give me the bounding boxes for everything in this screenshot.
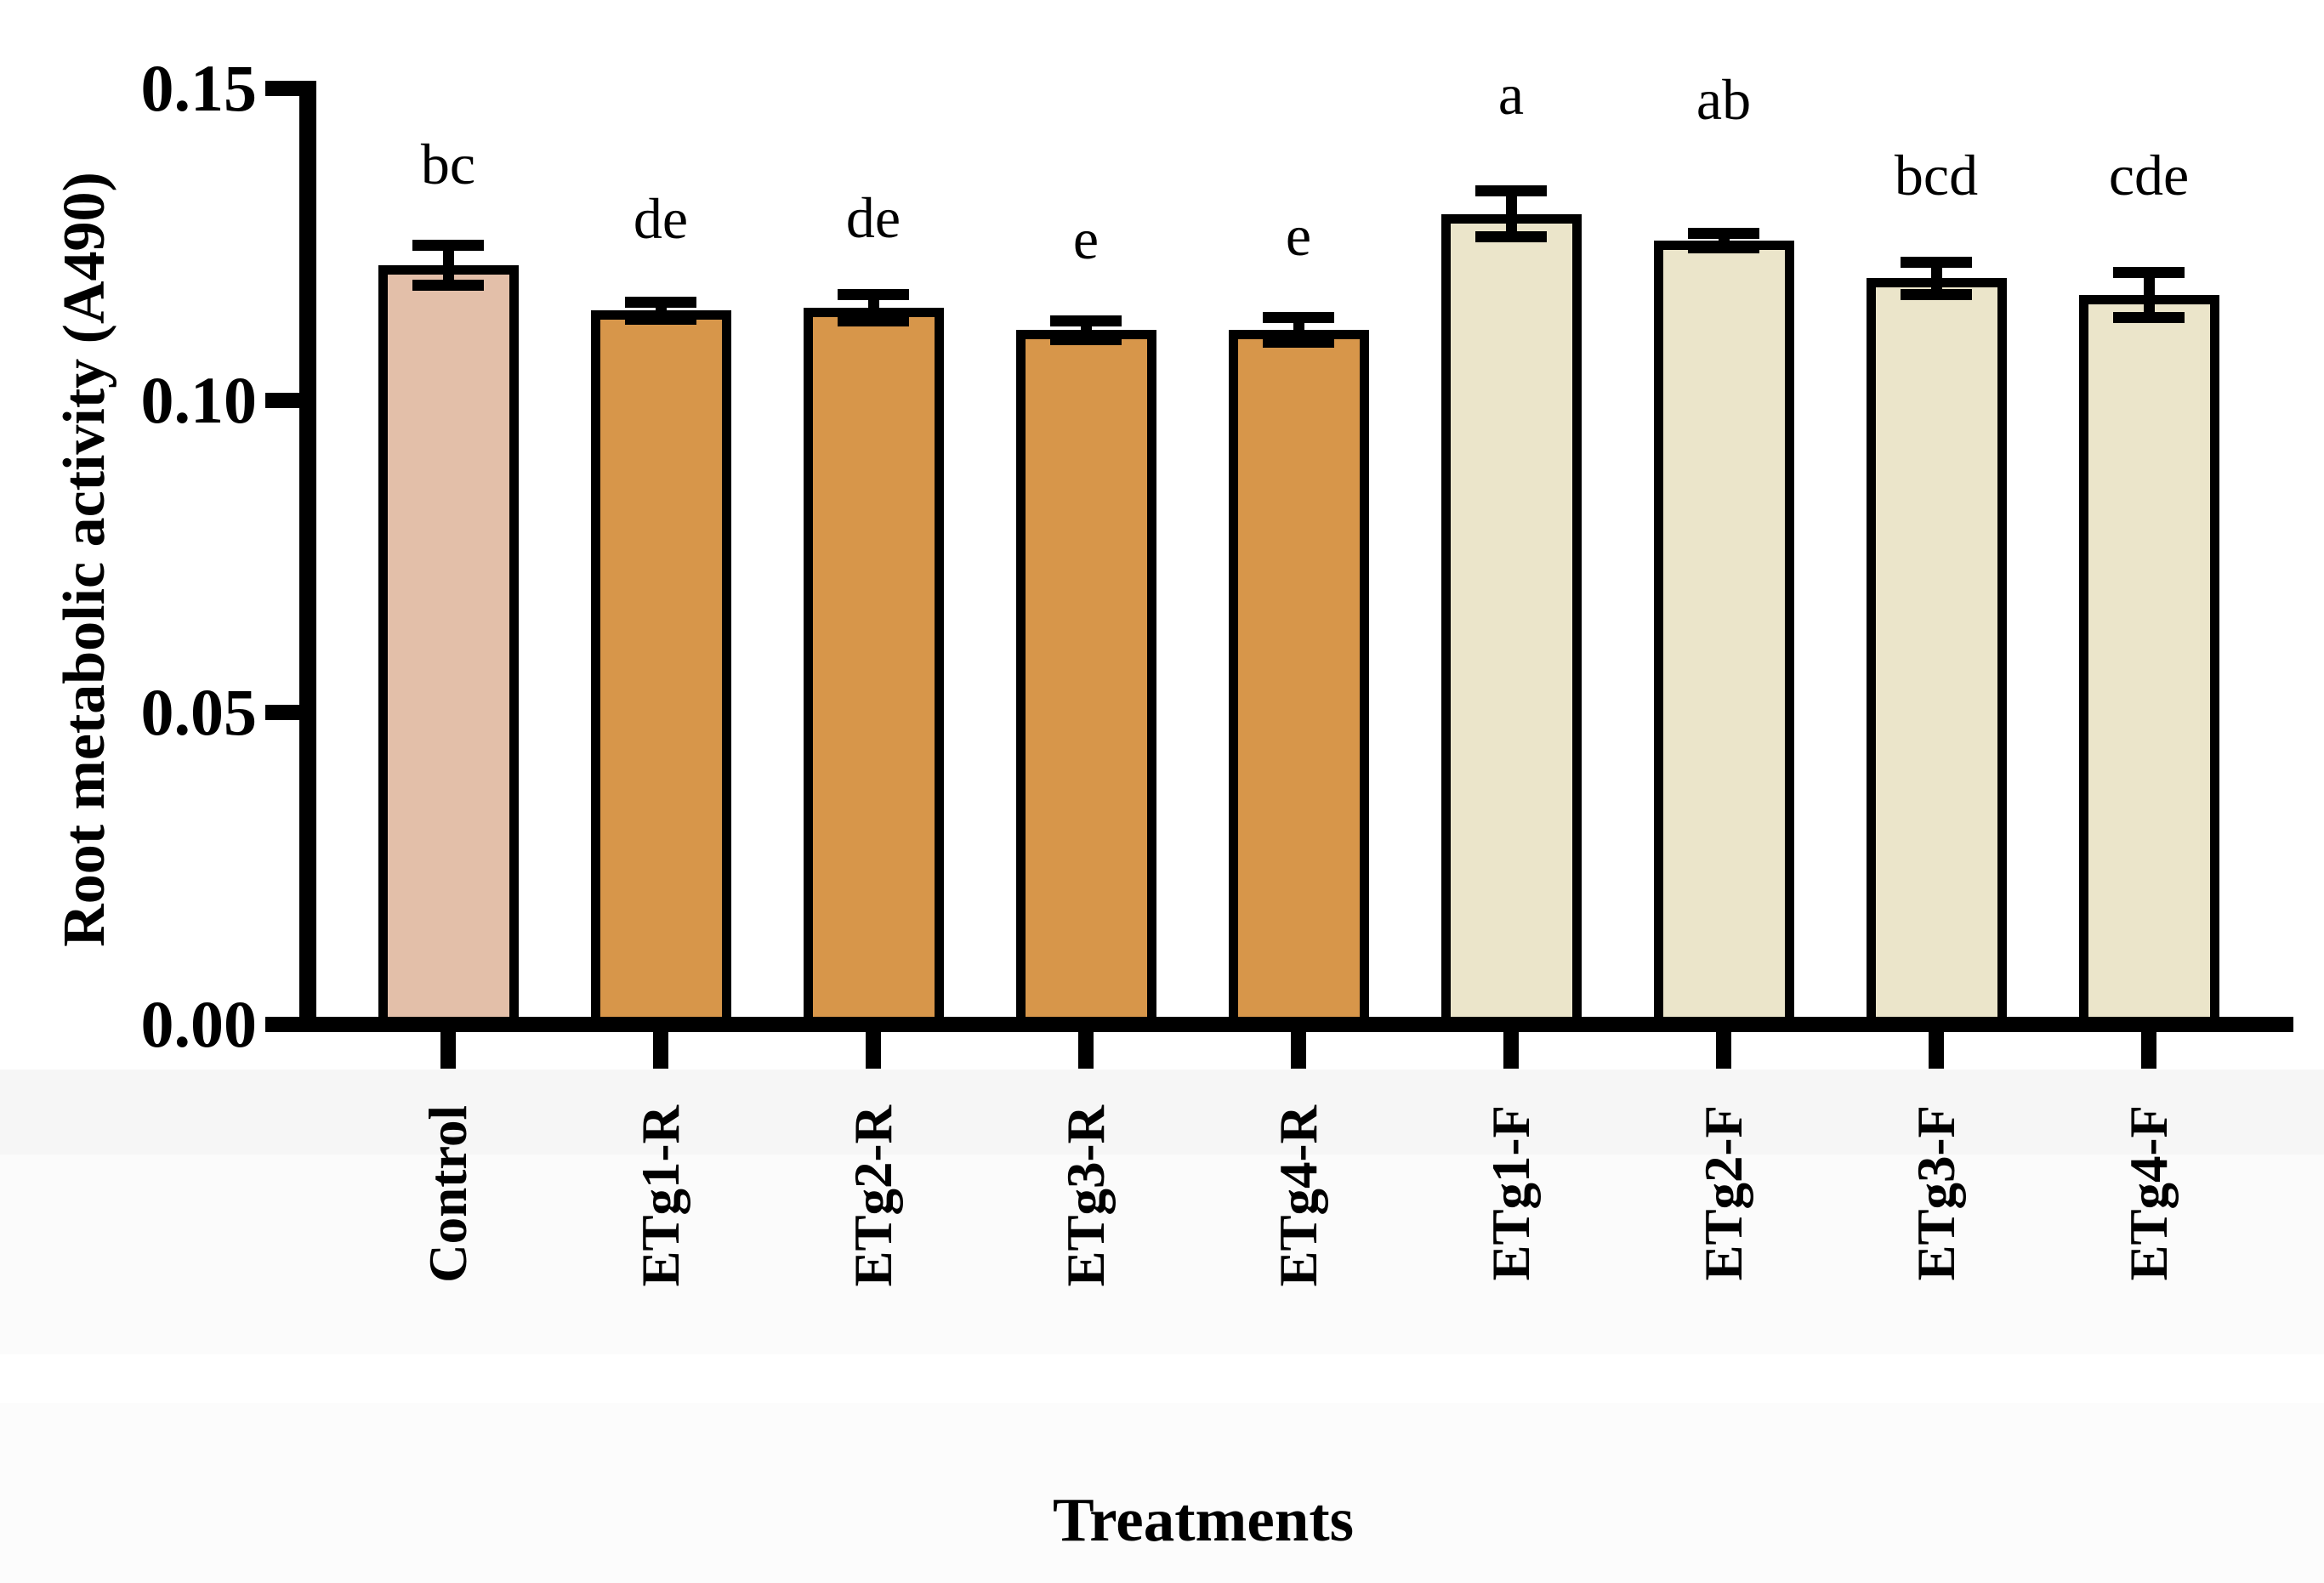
- significance-letter: de: [845, 185, 901, 250]
- error-bar-cap-bottom: [1050, 333, 1122, 345]
- significance-letter: ab: [1696, 67, 1752, 132]
- x-category-label-ETg3-R: ETg3-R: [1056, 1105, 1116, 1287]
- error-bar-cap-top: [1475, 184, 1547, 196]
- significance-letter: bc: [420, 132, 476, 196]
- bar-ETg3-F: [1866, 278, 2007, 1032]
- significance-letter: bcd: [1894, 143, 1979, 207]
- y-axis-tick: [265, 705, 299, 720]
- bar-ETg4-F: [2078, 294, 2219, 1032]
- bar-ETg2-F: [1653, 241, 1794, 1032]
- background-band: [0, 1070, 2324, 1155]
- error-bar-cap-top: [412, 239, 484, 251]
- x-axis-tick: [866, 1032, 881, 1069]
- x-category-label-ETg4-R: ETg4-R: [1269, 1105, 1328, 1287]
- bar-Control: [378, 264, 519, 1032]
- background-band: [0, 1155, 2324, 1354]
- error-bar-cap-top: [1688, 227, 1759, 239]
- error-bar-cap-bottom: [1475, 231, 1547, 243]
- error-bar-cap-bottom: [1901, 288, 1972, 300]
- x-axis-tick: [2141, 1032, 2156, 1069]
- x-axis-tick: [1503, 1032, 1519, 1069]
- y-tick-label: 0.15: [140, 51, 258, 125]
- x-axis-title: Treatments: [1052, 1485, 1355, 1554]
- x-axis-tick: [1716, 1032, 1731, 1069]
- bar-ETg1-R: [590, 310, 731, 1032]
- y-tick-label: 0.00: [140, 987, 258, 1061]
- x-category-label-Control: Control: [418, 1105, 478, 1283]
- y-tick-label: 0.10: [140, 363, 258, 437]
- x-axis-tick: [653, 1032, 668, 1069]
- x-category-label-ETg2-F: ETg2-F: [1694, 1105, 1753, 1281]
- significance-letter: cde: [2108, 143, 2190, 207]
- x-axis-tick: [1078, 1032, 1094, 1069]
- error-bar-cap-bottom: [1688, 242, 1759, 254]
- bar-ETg2-R: [803, 308, 944, 1032]
- x-category-label-ETg1-R: ETg1-R: [631, 1105, 690, 1287]
- x-axis-tick: [440, 1032, 456, 1069]
- error-bar-cap-bottom: [625, 314, 696, 326]
- error-bar-whisker: [1505, 190, 1517, 237]
- error-bar-cap-bottom: [412, 279, 484, 291]
- error-bar-cap-bottom: [1263, 337, 1334, 349]
- error-bar-whisker: [867, 294, 879, 321]
- y-tick-label: 0.05: [140, 675, 258, 749]
- bar-ETg4-R: [1228, 330, 1369, 1032]
- x-axis-tick: [1291, 1032, 1306, 1069]
- y-axis-line: [299, 81, 316, 1032]
- background-band: [0, 1403, 2324, 1583]
- y-axis-tick: [265, 393, 299, 408]
- error-bar-cap-bottom: [2113, 311, 2185, 323]
- error-bar-whisker: [1930, 262, 1942, 295]
- error-bar-cap-top: [1263, 311, 1334, 323]
- x-category-label-ETg4-F: ETg4-F: [2119, 1105, 2179, 1281]
- x-category-label-ETg1-F: ETg1-F: [1481, 1105, 1541, 1281]
- significance-letter: e: [1072, 207, 1099, 271]
- error-bar-cap-top: [2113, 267, 2185, 279]
- bar-ETg1-F: [1440, 213, 1582, 1032]
- significance-letter: e: [1285, 203, 1312, 268]
- significance-letter: de: [633, 186, 689, 251]
- x-category-label-ETg2-R: ETg2-R: [844, 1105, 903, 1287]
- error-bar-whisker: [442, 245, 454, 286]
- y-axis-tick: [265, 81, 299, 96]
- error-bar-whisker: [1293, 317, 1304, 343]
- x-axis-line: [299, 1017, 2293, 1032]
- error-bar-cap-top: [625, 296, 696, 308]
- significance-letter: a: [1497, 62, 1525, 127]
- x-category-label-ETg3-F: ETg3-F: [1906, 1105, 1966, 1281]
- error-bar-cap-top: [1050, 315, 1122, 326]
- x-axis-tick: [1929, 1032, 1944, 1069]
- bar-ETg3-R: [1015, 330, 1156, 1032]
- error-bar-whisker: [2143, 272, 2155, 318]
- error-bar-cap-top: [838, 289, 909, 301]
- error-bar-cap-top: [1901, 256, 1972, 268]
- y-axis-tick: [265, 1017, 299, 1032]
- error-bar-cap-bottom: [838, 315, 909, 327]
